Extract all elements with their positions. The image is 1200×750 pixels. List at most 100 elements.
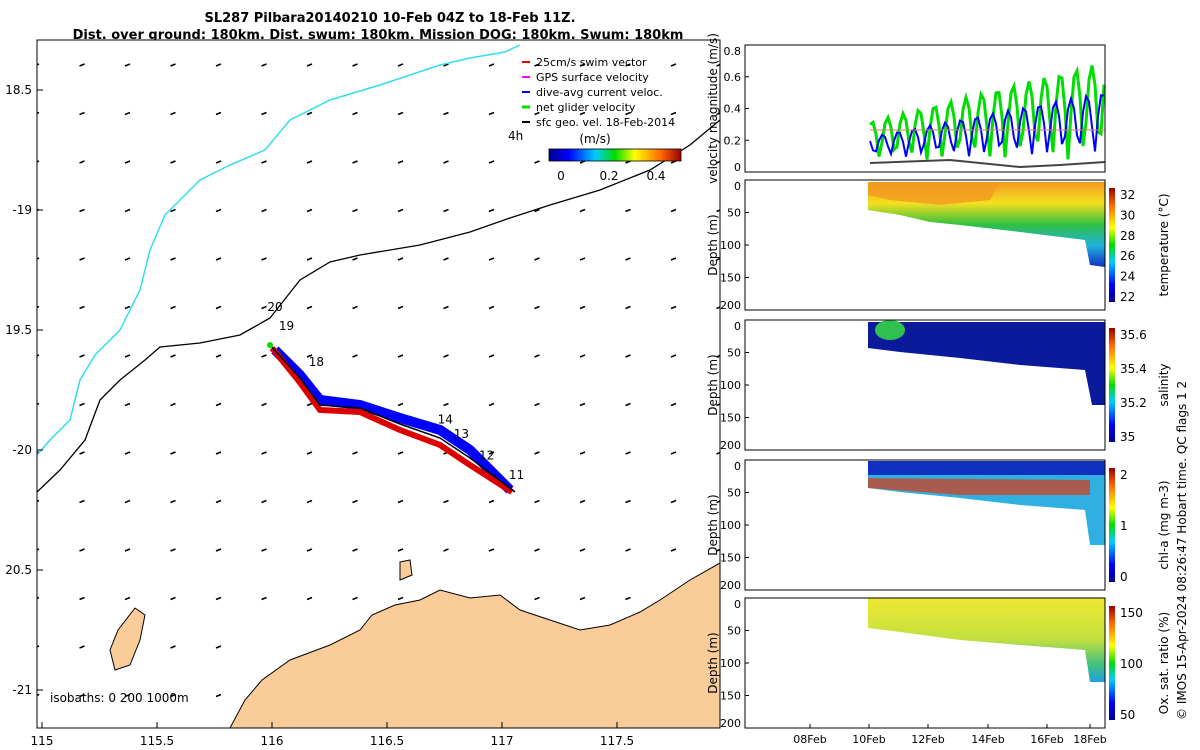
velocity-arrow xyxy=(37,305,40,309)
velocity-arrow xyxy=(579,499,586,504)
velocity-arrow xyxy=(716,160,720,164)
velocity-arrow xyxy=(716,451,720,455)
colorbar-tick-label: 35.6 xyxy=(1120,328,1147,342)
velocity-arrow xyxy=(79,257,85,261)
y-tick-label: 50 xyxy=(727,625,741,638)
island-small xyxy=(399,559,413,581)
velocity-arrow xyxy=(352,354,358,358)
velocity-arrow xyxy=(534,499,540,504)
velocity-arrow xyxy=(215,160,222,164)
day-label: 20 xyxy=(267,300,282,314)
y-tick-label: 0.6 xyxy=(724,71,742,84)
colorbar-tick-label: 2 xyxy=(1120,468,1128,482)
velocity-arrow xyxy=(579,548,586,552)
x-tick-label: 116 xyxy=(261,734,284,748)
velocity-arrow xyxy=(37,548,40,551)
velocity-arrow xyxy=(79,548,85,552)
velocity-arrow xyxy=(670,451,677,455)
velocity-arrow xyxy=(215,63,222,67)
y-tick-label: 150 xyxy=(720,690,741,703)
velocity-arrow xyxy=(488,111,495,116)
velocity-arrow xyxy=(352,548,358,552)
velocity-arrow xyxy=(79,693,85,698)
colorbar-tick-label: 1 xyxy=(1120,519,1128,533)
velocity-arrow xyxy=(397,548,404,552)
legend: 25cm/s swim vector GPS surface velocity … xyxy=(508,56,682,183)
x-tick-label: 115 xyxy=(31,734,54,748)
velocity-arrow xyxy=(37,645,40,648)
velocity-arrow xyxy=(625,354,631,358)
salinity-colorbar xyxy=(1109,328,1115,442)
velocity-arrow xyxy=(488,548,495,552)
x-tick-label: 117 xyxy=(491,734,514,748)
colorbar-tick-label: 30 xyxy=(1120,208,1135,222)
velocity-arrow xyxy=(625,548,631,552)
x-tick-label: 16Feb xyxy=(1030,733,1063,746)
velocity-arrow xyxy=(534,402,540,407)
surface-velocity-arrows xyxy=(37,63,720,698)
velocity-arrow xyxy=(37,257,40,260)
velocity-arrow xyxy=(37,111,40,115)
colorbar-tick-label: 50 xyxy=(1120,708,1135,722)
footer: © IMOS 15-Apr-2024 08:26:47 Hobart time.… xyxy=(1175,381,1189,720)
velocity-arrow xyxy=(215,111,222,116)
velocity-arrow xyxy=(215,354,222,358)
velocity-arrow xyxy=(124,257,131,261)
velocity-arrow xyxy=(443,63,449,67)
y-tick-label: -20 xyxy=(12,443,32,457)
y-tick-label: 0 xyxy=(734,460,741,473)
velocity-arrow xyxy=(625,451,631,455)
legend-time: 4h xyxy=(508,129,523,143)
velocity-arrow xyxy=(261,596,267,601)
velocity-arrow xyxy=(534,63,540,67)
x-tick-label: 117.5 xyxy=(600,734,634,748)
velocity-arrow xyxy=(488,257,495,261)
y-tick-label: 200 xyxy=(720,579,741,592)
colorbar-tick-label: 35.2 xyxy=(1120,396,1147,410)
velocity-arrow xyxy=(306,499,313,504)
title-line1: SL287 Pilbara20140210 10-Feb 04Z to 18-F… xyxy=(204,11,575,26)
day-label: 11 xyxy=(509,468,524,482)
velocity-arrow xyxy=(397,111,404,116)
velocity-arrow xyxy=(352,451,358,455)
velocity-arrow xyxy=(579,596,586,601)
velocity-arrow xyxy=(79,451,85,455)
velocity-arrow xyxy=(215,499,222,504)
velocity-arrow xyxy=(37,63,40,66)
velocity-arrow xyxy=(397,402,404,407)
velocity-arrow xyxy=(534,596,540,601)
velocity-arrow xyxy=(625,208,631,213)
x-tick-label: 14Feb xyxy=(971,733,1004,746)
velocity-arrow xyxy=(124,305,131,310)
colorbar-tick: 0.4 xyxy=(646,169,665,183)
velocity-arrow xyxy=(488,208,495,213)
velocity-arrow xyxy=(261,499,267,504)
velocity-arrow xyxy=(170,354,176,358)
velocity-arrow xyxy=(670,208,677,213)
velocity-arrow xyxy=(306,451,313,455)
velocity-arrow xyxy=(352,111,358,116)
velocity-arrow xyxy=(306,402,313,407)
velocity-arrow xyxy=(37,451,40,454)
velocity-arrow xyxy=(352,596,358,601)
velocity-arrow xyxy=(124,63,131,67)
velocity-arrow xyxy=(215,451,222,455)
map-axes-box xyxy=(36,39,721,729)
velocity-arrow xyxy=(716,548,720,552)
y-tick-label: -19 xyxy=(12,203,32,217)
velocity-arrow xyxy=(716,306,720,310)
map-ticks: 115 115.5 116 116.5 117 117.5 18.5 -19 19.5 -20 20… xyxy=(5,83,634,748)
y-tick-label: 100 xyxy=(720,519,741,532)
y-tick-label: 100 xyxy=(720,239,741,252)
y-tick-label: 50 xyxy=(727,347,741,360)
x-tick-label: 116.5 xyxy=(370,734,404,748)
y-tick-label: 20.5 xyxy=(5,563,32,577)
velocity-arrow xyxy=(215,693,222,698)
x-tick-label: 115.5 xyxy=(140,734,174,748)
x-tick-label: 08Feb xyxy=(793,733,826,746)
day-label: 12 xyxy=(479,449,494,463)
velocity-arrow xyxy=(488,63,495,67)
